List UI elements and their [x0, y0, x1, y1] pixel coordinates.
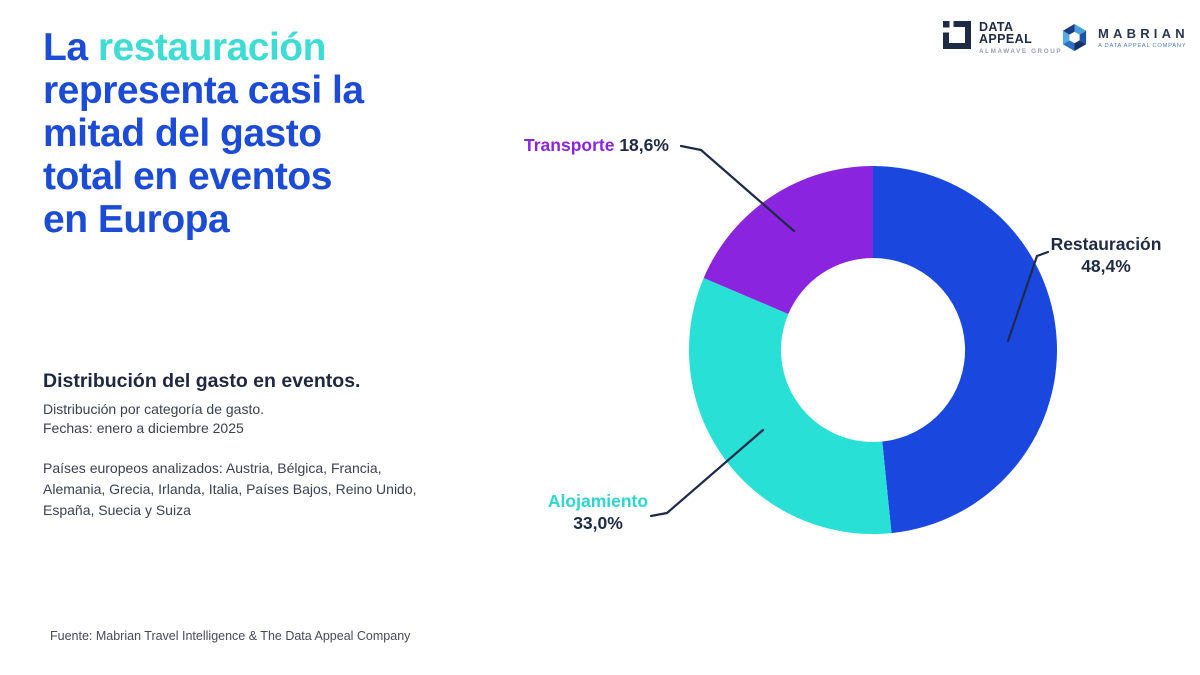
countries-note: Países europeos analizados: Austria, Bél… — [43, 460, 417, 518]
title-line1: La restauración — [43, 26, 523, 69]
leader-line-restauracion — [1006, 250, 1050, 343]
mabrian-name: MABRIAN — [1098, 25, 1189, 41]
title-rest: representa casi la mitad del gasto total… — [43, 69, 364, 241]
data-appeal-name-line1: DATA — [979, 20, 1014, 34]
mabrian-icon — [1062, 23, 1087, 52]
label-transporte: Transporte 18,6% — [524, 135, 669, 156]
page-title: La restauración representa casi la mitad… — [43, 26, 523, 241]
donut-slice-transporte — [703, 166, 873, 314]
donut-slice-alojamiento — [689, 277, 892, 534]
label-restauracion-value: 48,4% — [1081, 256, 1131, 276]
label-alojamiento-name: Alojamiento — [547, 491, 649, 511]
label-restauracion-name: Restauración — [1050, 234, 1162, 254]
label-alojamiento: Alojamiento 33,0% — [534, 490, 662, 534]
leader-line-alojamiento — [649, 428, 765, 518]
label-alojamiento-value: 33,0% — [573, 513, 623, 533]
data-appeal-name-line2: APPEAL — [979, 32, 1033, 46]
donut-chart — [649, 144, 1057, 534]
label-transporte-value: 18,6% — [619, 135, 669, 155]
donut-slice-restauracion — [873, 166, 1057, 534]
chart-heading: Distribución del gasto en eventos. — [43, 370, 361, 392]
title-word-la: La — [43, 26, 88, 69]
data-appeal-logo: DATA APPEAL ALMAWAVE GROUP — [943, 21, 1062, 55]
chart-subtitle: Distribución por categoría de gasto. Fec… — [43, 401, 265, 436]
data-appeal-subtitle: ALMAWAVE GROUP — [979, 48, 1063, 55]
mabrian-subtitle: A DATA APPEAL COMPANY — [1098, 42, 1187, 49]
title-highlight: restauración — [97, 26, 327, 69]
chart-description-block: Distribución del gasto en eventos. Distr… — [43, 370, 473, 521]
leader-line-transporte — [679, 144, 796, 233]
label-transporte-name: Transporte — [524, 135, 615, 155]
mabrian-logo: MABRIAN A DATA APPEAL COMPANY — [1060, 22, 1189, 53]
data-appeal-icon — [943, 21, 971, 49]
source-line: Fuente: Mabrian Travel Intelligence & Th… — [50, 629, 411, 643]
label-restauracion: Restauración 48,4% — [1040, 233, 1172, 277]
donut-slices — [689, 166, 1057, 534]
